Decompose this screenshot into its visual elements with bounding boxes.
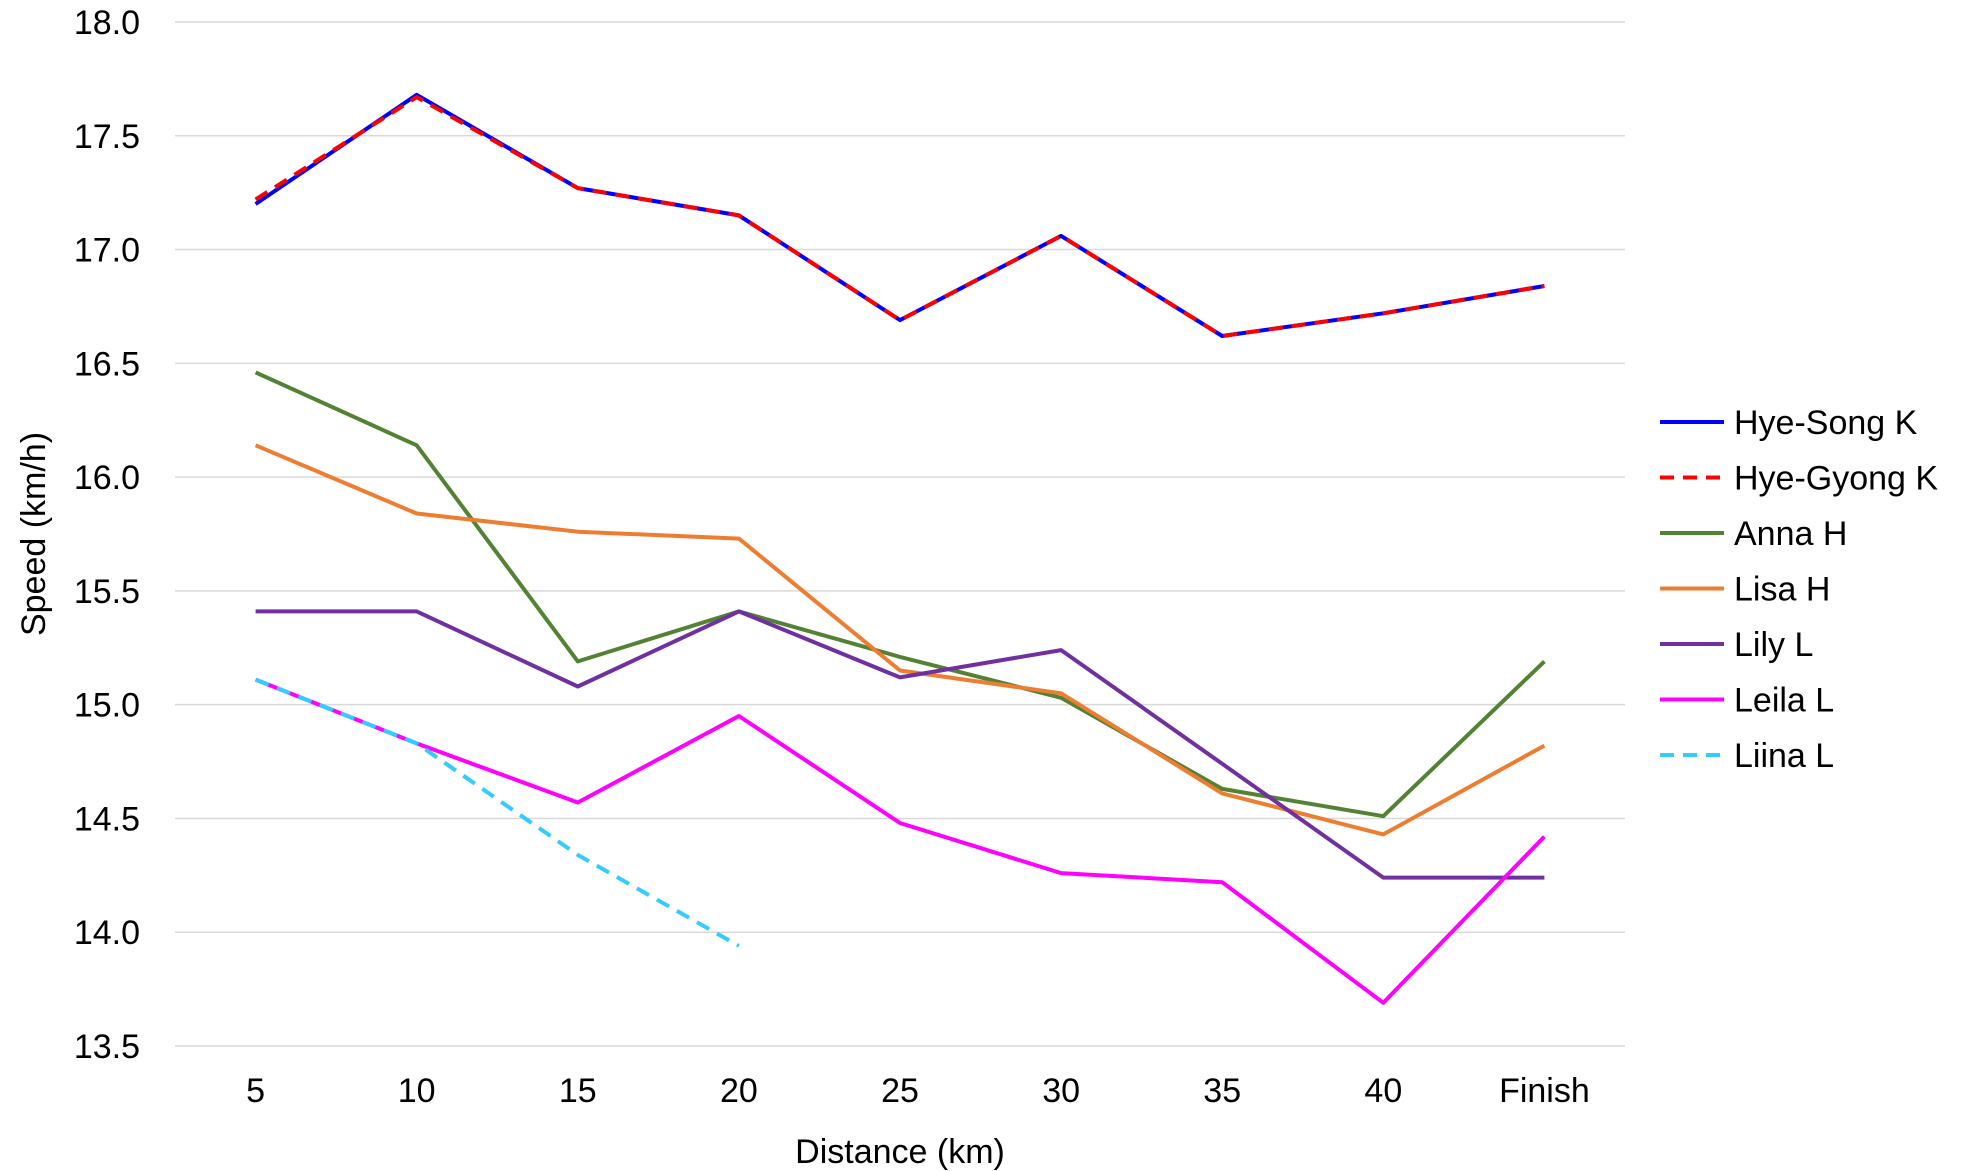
y-axis-tick-labels: 13.5 14.0 14.5 15.0 15.5 16.0 16.5 17.0 17.5 18.0 [74,4,140,1066]
legend: Hye-Song K Hye-Gyong K Anna H Lisa H Lily L L… [1660,404,1938,775]
legend-label: Liina L [1734,737,1834,775]
series-line-lisa-h [254,443,1546,837]
series-line-liina-l [254,677,740,948]
y-tick-label: 18.0 [74,4,140,42]
y-tick-label: 15.0 [74,687,140,725]
x-tick-label: 20 [720,1072,758,1110]
legend-label: Lily L [1734,626,1813,664]
y-tick-label: 17.5 [74,118,140,156]
x-tick-label: 15 [559,1072,597,1110]
series-lines [254,92,1546,1005]
gridlines [175,21,1625,1047]
x-tick-label: Finish [1499,1072,1590,1110]
x-tick-label: 40 [1364,1072,1402,1110]
x-axis-tick-labels: 5 10 15 20 25 30 35 40 Finish [246,1072,1590,1110]
y-tick-label: 17.0 [74,232,140,270]
y-tick-label: 15.5 [74,573,140,611]
legend-label: Anna H [1734,515,1847,553]
y-axis-title: Speed (km/h) [15,432,53,636]
legend-label: Hye-Song K [1734,404,1918,442]
series-line-lily-l [255,609,1545,880]
series-line-hye-gyong-k [254,95,1545,338]
x-axis-title: Distance (km) [795,1133,1005,1171]
y-tick-label: 14.0 [74,914,140,952]
y-tick-label: 14.5 [74,800,140,838]
y-tick-label: 13.5 [74,1028,140,1066]
series-line-anna-h [254,370,1546,819]
y-tick-label: 16.0 [74,459,140,497]
legend-label: Hye-Gyong K [1734,460,1938,498]
legend-label: Lisa H [1734,571,1830,609]
x-tick-label: 25 [881,1072,919,1110]
y-tick-label: 16.5 [74,345,140,383]
x-tick-label: 5 [246,1072,265,1110]
x-tick-label: 35 [1203,1072,1241,1110]
series-line-hye-song-k [254,92,1545,338]
series-line-leila-l [254,677,1546,1005]
legend-label: Leila L [1734,682,1834,720]
x-tick-label: 10 [398,1072,436,1110]
x-tick-label: 30 [1042,1072,1080,1110]
